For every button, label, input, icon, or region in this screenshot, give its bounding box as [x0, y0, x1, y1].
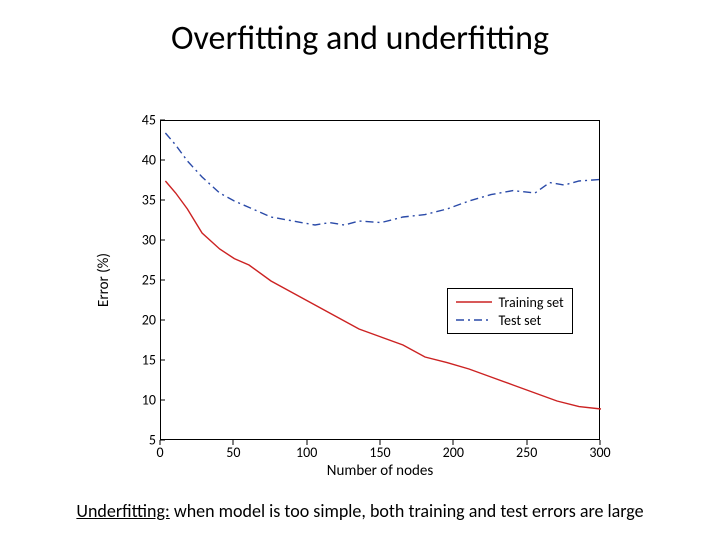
y-tick-mark — [160, 200, 165, 201]
y-tick-mark — [160, 320, 165, 321]
x-tick-label: 300 — [589, 444, 610, 461]
x-tick-mark — [233, 440, 234, 445]
legend-label: Test set — [498, 312, 541, 329]
y-tick-label: 30 — [142, 232, 156, 249]
x-axis-label: Number of nodes — [327, 462, 433, 480]
y-tick-label: 25 — [142, 272, 156, 289]
y-tick-mark — [160, 120, 165, 121]
plot-area — [160, 120, 600, 440]
y-tick-label: 15 — [142, 352, 156, 369]
caption: Underfitting: when model is too simple, … — [0, 500, 720, 522]
y-tick-label: 40 — [142, 152, 156, 169]
x-tick-label: 150 — [369, 444, 390, 461]
x-tick-label: 0 — [156, 444, 163, 461]
legend-row: Test set — [456, 311, 563, 329]
legend-swatch — [456, 313, 492, 327]
x-tick-mark — [453, 440, 454, 445]
y-tick-mark — [160, 240, 165, 241]
legend-label: Training set — [498, 294, 563, 311]
y-tick-mark — [160, 400, 165, 401]
series-test-set — [165, 133, 601, 225]
x-tick-mark — [306, 440, 307, 445]
legend-row: Training set — [456, 293, 563, 311]
y-axis-label: Error (%) — [95, 253, 113, 307]
legend-swatch — [456, 295, 492, 309]
error-chart: Error (%) Number of nodes 5 10 15 20 25 30 35 4… — [90, 100, 630, 480]
y-tick-mark — [160, 440, 165, 441]
x-tick-mark — [380, 440, 381, 445]
legend: Training setTest set — [447, 288, 572, 334]
y-tick-label: 10 — [142, 392, 156, 409]
x-tick-mark — [600, 440, 601, 445]
x-tick-mark — [160, 440, 161, 445]
y-tick-mark — [160, 160, 165, 161]
caption-rest: when model is too simple, both training … — [170, 500, 644, 522]
y-tick-label: 45 — [142, 112, 156, 129]
y-tick-label: 35 — [142, 192, 156, 209]
x-tick-label: 50 — [226, 444, 240, 461]
y-tick-label: 5 — [149, 432, 156, 449]
slide-title: Overfitting and underfitting — [0, 18, 720, 59]
y-tick-label: 20 — [142, 312, 156, 329]
y-tick-mark — [160, 280, 165, 281]
x-tick-label: 200 — [443, 444, 464, 461]
y-tick-mark — [160, 360, 165, 361]
x-tick-mark — [526, 440, 527, 445]
x-tick-label: 250 — [516, 444, 537, 461]
caption-underlined: Underfitting: — [76, 500, 169, 522]
x-tick-label: 100 — [296, 444, 317, 461]
